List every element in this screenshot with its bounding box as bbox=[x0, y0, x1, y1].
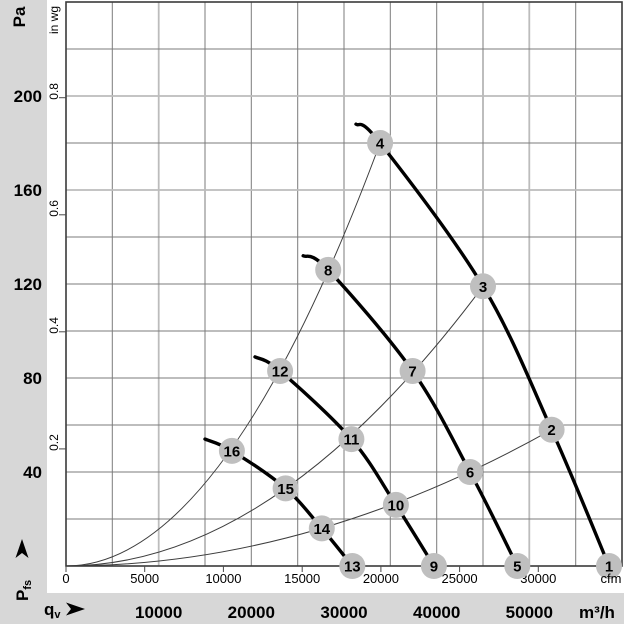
m3h-tick-label: 10000 bbox=[135, 603, 182, 622]
svg-text:0.8: 0.8 bbox=[47, 83, 61, 100]
svg-text:3: 3 bbox=[479, 279, 487, 296]
svg-text:in wg: in wg bbox=[47, 6, 61, 34]
operating-point-2: 2 bbox=[538, 416, 565, 443]
grid bbox=[66, 2, 622, 566]
operating-point-6: 6 bbox=[457, 459, 483, 485]
svg-text:9: 9 bbox=[430, 559, 438, 576]
svg-text:4: 4 bbox=[376, 136, 385, 153]
operating-point-14: 14 bbox=[308, 515, 335, 542]
cfm-tick-label: 0 bbox=[62, 571, 69, 586]
operating-point-4: 4 bbox=[367, 130, 394, 156]
svg-text:6: 6 bbox=[466, 465, 474, 482]
pa-tick-label: 80 bbox=[23, 369, 42, 388]
inwg-tick-label: 0.8 bbox=[47, 83, 61, 100]
svg-text:16: 16 bbox=[224, 443, 241, 460]
m3h-tick-label: 30000 bbox=[320, 603, 367, 622]
y-axis-name: Pfs bbox=[13, 539, 34, 601]
axis-ticks bbox=[59, 97, 539, 572]
m3h-tick-label: 40000 bbox=[413, 603, 460, 622]
cfm-tick-label: 15000 bbox=[284, 571, 320, 586]
svg-text:qv: qv bbox=[44, 600, 61, 621]
svg-text:Pa: Pa bbox=[10, 6, 29, 27]
operating-point-3: 3 bbox=[470, 273, 496, 300]
operating-point-1: 1 bbox=[596, 553, 622, 579]
operating-point-7: 7 bbox=[399, 358, 426, 384]
x-axis-unit-m3h: m³/h bbox=[579, 603, 615, 622]
cfm-tick-label: 5000 bbox=[130, 571, 159, 586]
inwg-tick-label: 0.2 bbox=[47, 434, 61, 451]
pa-tick-label: 120 bbox=[14, 275, 42, 294]
svg-text:Pfs: Pfs bbox=[13, 580, 34, 601]
operating-point-8: 8 bbox=[315, 256, 342, 283]
cfm-tick-label: 20000 bbox=[363, 571, 399, 586]
operating-point-15: 15 bbox=[272, 475, 299, 502]
cfm-tick-label: 25000 bbox=[442, 571, 478, 586]
m3h-tick-label: 20000 bbox=[228, 603, 275, 622]
cfm-tick-label: 10000 bbox=[205, 571, 241, 586]
svg-text:12: 12 bbox=[272, 364, 289, 381]
svg-text:7: 7 bbox=[408, 364, 416, 381]
svg-text:0.6: 0.6 bbox=[47, 200, 61, 217]
svg-text:14: 14 bbox=[313, 521, 330, 538]
svg-text:13: 13 bbox=[344, 559, 361, 576]
svg-text:2: 2 bbox=[547, 422, 555, 439]
operating-point-5: 5 bbox=[504, 553, 531, 579]
axis-tick-labels: 0 5000 10000 15000 20000 25000 30000 10000 20000… bbox=[14, 83, 557, 622]
y-axis-arrow-icon bbox=[15, 539, 29, 558]
svg-text:5: 5 bbox=[513, 559, 521, 576]
m3h-tick-label: 50000 bbox=[506, 603, 553, 622]
pa-tick-label: 40 bbox=[23, 463, 42, 482]
svg-text:0.4: 0.4 bbox=[47, 317, 61, 334]
inwg-tick-label: 0.4 bbox=[47, 317, 61, 334]
svg-text:15: 15 bbox=[277, 481, 294, 498]
svg-text:11: 11 bbox=[343, 432, 359, 449]
inwg-tick-label: 0.6 bbox=[47, 200, 61, 217]
y-axis-unit-inwg: in wg bbox=[47, 6, 61, 34]
svg-text:1: 1 bbox=[605, 559, 613, 576]
operating-point-16: 16 bbox=[218, 437, 245, 464]
operating-point-12: 12 bbox=[267, 358, 294, 384]
y-axis-unit-pa: Pa bbox=[10, 6, 29, 27]
x-axis-name: qv bbox=[44, 600, 85, 621]
pa-tick-label: 200 bbox=[14, 87, 42, 106]
cfm-tick-label: 30000 bbox=[520, 571, 556, 586]
svg-text:0.2: 0.2 bbox=[47, 434, 61, 451]
system-curve-b bbox=[65, 286, 484, 567]
x-axis-arrow-icon bbox=[66, 602, 85, 616]
svg-text:10: 10 bbox=[388, 497, 405, 514]
operating-point-13: 13 bbox=[339, 553, 366, 579]
operating-point-10: 10 bbox=[382, 491, 409, 518]
x-axis-unit-cfm: cfm bbox=[601, 571, 622, 586]
operating-point-9: 9 bbox=[420, 553, 447, 579]
system-curve-c bbox=[65, 429, 552, 567]
svg-text:8: 8 bbox=[324, 262, 332, 279]
operating-point-11: 11 bbox=[338, 426, 365, 453]
pa-tick-label: 160 bbox=[14, 181, 42, 200]
